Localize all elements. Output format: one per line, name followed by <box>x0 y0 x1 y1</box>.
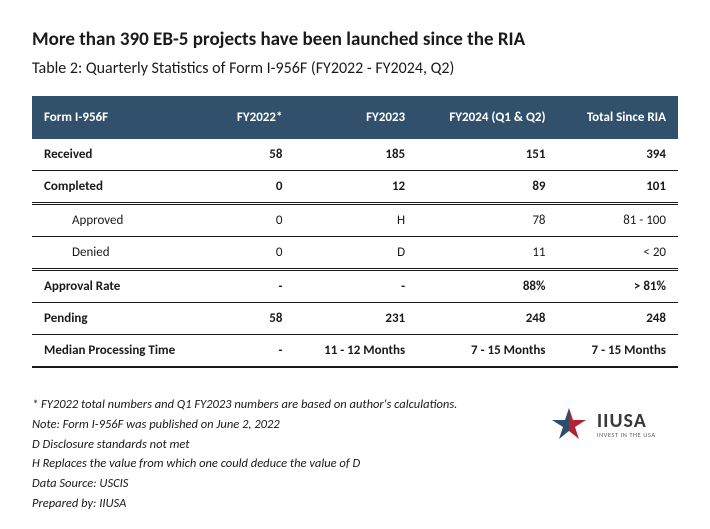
cell: H <box>294 204 417 237</box>
table-row: Approval Rate--88%> 81% <box>32 270 678 303</box>
cell: 11 <box>417 237 557 270</box>
cell: 101 <box>558 171 679 204</box>
table-row: Median Processing Time-11 - 12 Months7 -… <box>32 335 678 368</box>
cell: D <box>294 237 417 270</box>
cell: 185 <box>294 139 417 171</box>
col-header: FY2024 (Q1 & Q2) <box>417 96 557 139</box>
cell: 89 <box>417 171 557 204</box>
cell: 394 <box>558 139 679 171</box>
table-header-row: Form I-956FFY2022*FY2023FY2024 (Q1 & Q2)… <box>32 96 678 139</box>
col-header: FY2022* <box>213 96 294 139</box>
footnote: Prepared by: IIUSA <box>32 495 678 514</box>
cell: 58 <box>213 303 294 335</box>
table-row: Completed01289101 <box>32 171 678 204</box>
cell: 11 - 12 Months <box>294 335 417 368</box>
cell: Pending <box>32 303 213 335</box>
col-header: FY2023 <box>294 96 417 139</box>
cell: 151 <box>417 139 557 171</box>
cell: - <box>213 270 294 303</box>
cell: 7 - 15 Months <box>417 335 557 368</box>
iiusa-logo: IIUSA INVEST IN THE USA <box>548 406 678 447</box>
table-row: Pending58231248248 <box>32 303 678 335</box>
star-icon <box>548 406 590 447</box>
cell: 12 <box>294 171 417 204</box>
cell: 0 <box>213 237 294 270</box>
cell: > 81% <box>558 270 679 303</box>
cell: 78 <box>417 204 557 237</box>
col-header: Form I-956F <box>32 96 213 139</box>
cell: Approved <box>32 204 213 237</box>
col-header: Total Since RIA <box>558 96 679 139</box>
cell: < 20 <box>558 237 679 270</box>
cell: - <box>213 335 294 368</box>
table-body: Received58185151394Completed01289101Appr… <box>32 139 678 367</box>
cell: Median Processing Time <box>32 335 213 368</box>
cell: 7 - 15 Months <box>558 335 679 368</box>
cell: 58 <box>213 139 294 171</box>
table-row: Denied0D11< 20 <box>32 237 678 270</box>
cell: 248 <box>417 303 557 335</box>
cell: 0 <box>213 204 294 237</box>
stats-table: Form I-956FFY2022*FY2023FY2024 (Q1 & Q2)… <box>32 96 678 368</box>
page-title: More than 390 EB-5 projects have been la… <box>32 28 678 51</box>
table-caption: Table 2: Quarterly Statistics of Form I-… <box>32 59 678 78</box>
cell: Denied <box>32 237 213 270</box>
footnote: H Replaces the value from which one coul… <box>32 455 678 474</box>
logo-main-text: IIUSA <box>597 412 656 430</box>
cell: Approval Rate <box>32 270 213 303</box>
cell: 248 <box>558 303 679 335</box>
footnote: Data Source: USCIS <box>32 475 678 494</box>
cell: 81 - 100 <box>558 204 679 237</box>
table-row: Approved0H7881 - 100 <box>32 204 678 237</box>
footer: IIUSA INVEST IN THE USA * FY2022 total n… <box>32 396 678 514</box>
table-row: Received58185151394 <box>32 139 678 171</box>
cell: Received <box>32 139 213 171</box>
cell: 0 <box>213 171 294 204</box>
cell: - <box>294 270 417 303</box>
logo-sub-text: INVEST IN THE USA <box>597 431 656 441</box>
cell: 231 <box>294 303 417 335</box>
cell: 88% <box>417 270 557 303</box>
cell: Completed <box>32 171 213 204</box>
